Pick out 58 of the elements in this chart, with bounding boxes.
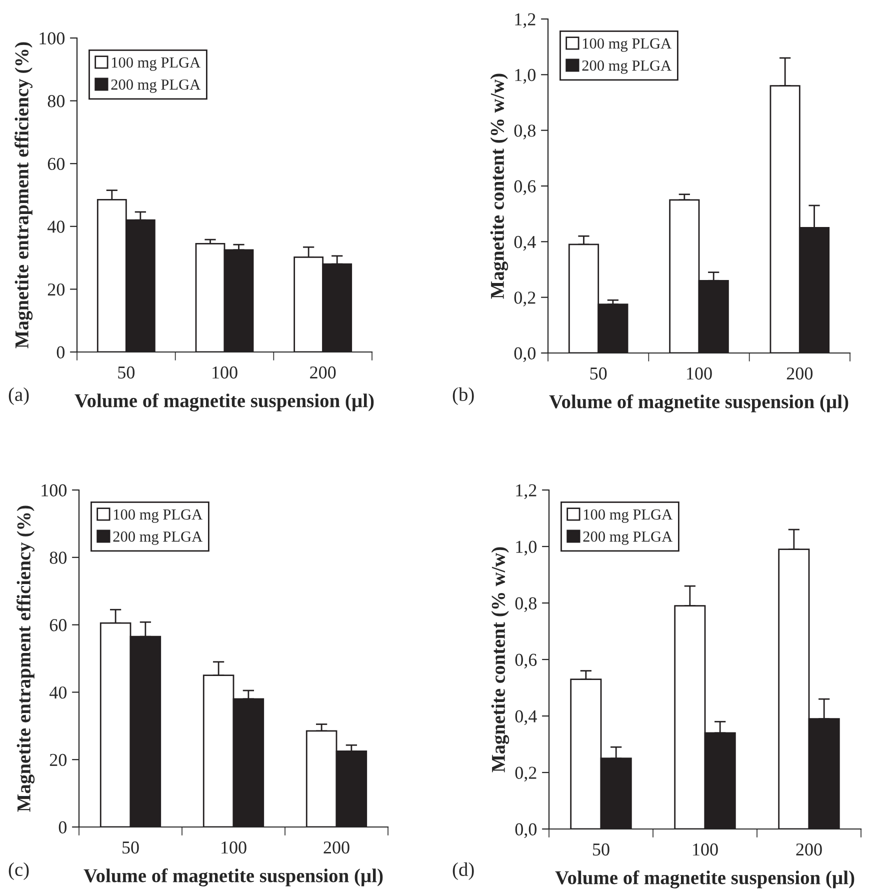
x-tick-label: 200 — [796, 843, 822, 856]
y-tick-label: 0,4 — [515, 710, 537, 726]
legend-label: 200 mg PLGA — [111, 79, 200, 93]
y-tick-label: 100 — [42, 484, 67, 496]
y-tick-label: 1,2 — [515, 13, 536, 28]
x-tick-label: 100 — [693, 843, 718, 856]
y-tick-label: 80 — [48, 95, 65, 108]
x-axis-title: Volume of magnetite suspension (µl) — [549, 394, 848, 412]
y-tick-label: 0,4 — [514, 236, 536, 251]
y-tick-label: 1,0 — [515, 68, 536, 84]
y-tick-label: 0,6 — [514, 180, 536, 196]
legend-label: 100 mg PLGA — [112, 57, 200, 71]
y-tick-label: 0,0 — [514, 347, 536, 362]
x-tick-label: 200 — [310, 366, 336, 379]
x-axis-title: Volume of magnetite suspension (µl) — [84, 868, 383, 886]
x-tick-label: 50 — [118, 366, 135, 379]
y-tick-label: 0 — [58, 821, 67, 834]
x-tick-label: 50 — [593, 843, 610, 856]
y-tick-label: 100 — [40, 32, 65, 44]
y-tick-label: 1,2 — [516, 484, 536, 500]
legend-label: 200 mg PLGA — [583, 531, 672, 545]
y-axis-title: Magnetite entrapment efficiency (%) — [14, 42, 33, 348]
y-axis-title: Magnetite content (% w/w) — [491, 547, 510, 772]
legend-label: 200 mg PLGA — [582, 60, 672, 74]
x-tick-label: 200 — [324, 841, 350, 854]
y-tick-label: 0,2 — [514, 292, 536, 306]
y-tick-label: 0 — [56, 346, 65, 358]
y-tick-label: 0,8 — [514, 124, 536, 140]
text: (c) — [8, 862, 29, 880]
y-tick-label: 0,8 — [515, 597, 537, 612]
legend-label: 100 mg PLGA — [584, 509, 672, 523]
y-tick-label: 20 — [48, 283, 65, 296]
text: (d) — [452, 862, 474, 880]
x-tick-label: 100 — [212, 366, 238, 379]
text: (b) — [452, 387, 474, 405]
y-tick-label: 20 — [50, 754, 67, 766]
x-axis-title: Volume of magnetite suspension (µl) — [74, 393, 374, 412]
x-tick-label: 50 — [122, 841, 139, 854]
y-tick-label: 40 — [49, 686, 67, 699]
y-tick-label: 1,0 — [516, 540, 537, 556]
legend-label: 100 mg PLGA — [582, 38, 672, 52]
x-tick-label: 200 — [786, 367, 813, 380]
y-axis-title: Magnetite entrapment efficiency (%) — [16, 506, 35, 812]
x-tick-label: 50 — [590, 367, 607, 380]
legend-label: 100 mg PLGA — [114, 509, 202, 523]
y-tick-label: 60 — [48, 158, 65, 170]
x-tick-label: 100 — [222, 841, 246, 854]
legend-label: 200 mg PLGA — [113, 531, 202, 545]
y-tick-label: 0,0 — [515, 823, 537, 838]
x-tick-label: 100 — [687, 367, 712, 380]
y-tick-label: 60 — [50, 619, 67, 632]
y-tick-label: 0,6 — [515, 654, 537, 669]
y-axis-title: Magnetite content (% w/w) — [490, 74, 508, 299]
x-axis-title: Volume of magnetite suspension (µl) — [555, 870, 854, 888]
text: (a) — [8, 387, 29, 405]
y-tick-label: 40 — [47, 220, 65, 233]
y-tick-label: 80 — [50, 552, 67, 564]
y-tick-label: 0,2 — [515, 766, 536, 782]
